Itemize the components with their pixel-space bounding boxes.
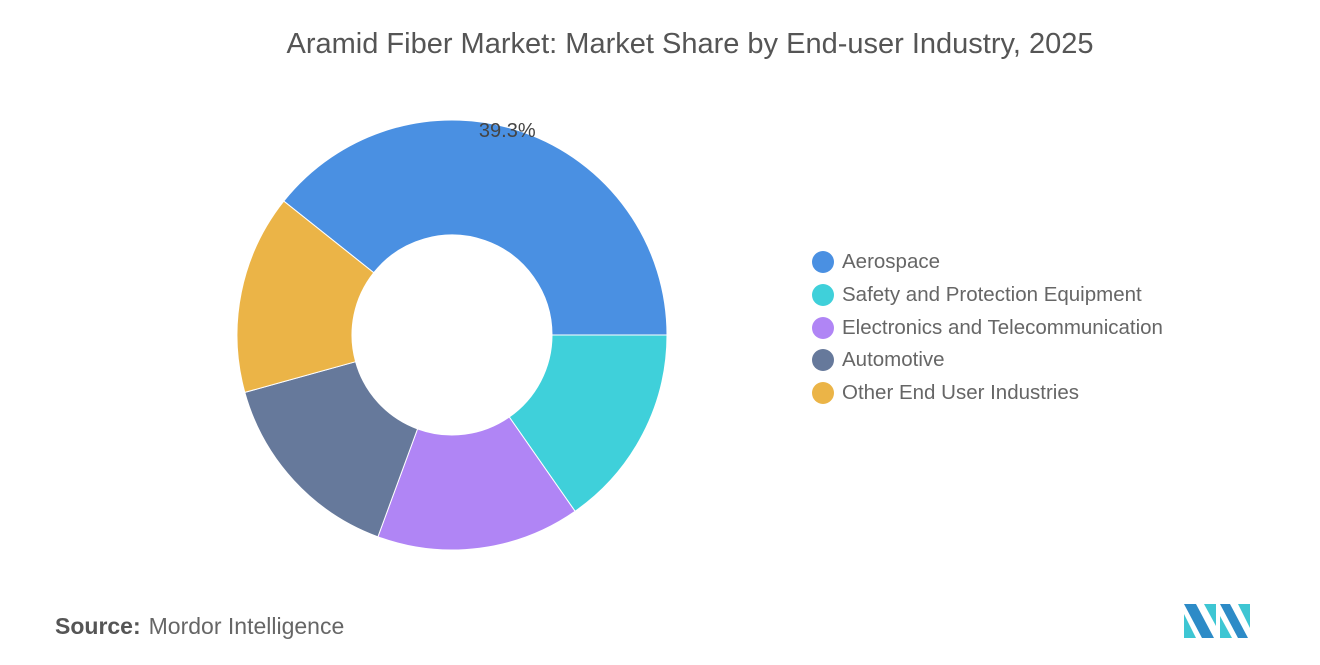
slice-automotive bbox=[244, 361, 419, 538]
legend-swatch bbox=[812, 382, 834, 405]
source-value: Mordor Intelligence bbox=[148, 613, 345, 639]
legend-swatch bbox=[812, 284, 834, 307]
slice-electronics-and-telecommunication bbox=[377, 416, 576, 551]
legend-swatch bbox=[812, 349, 834, 372]
slice-aerospace bbox=[283, 119, 668, 336]
legend-label: Electronics and Telecommunication bbox=[842, 315, 1163, 339]
legend-label: Safety and Protection Equipment bbox=[842, 283, 1142, 307]
slice-safety-and-protection-equipment bbox=[508, 334, 668, 512]
legend-item: Safety and Protection Equipment bbox=[812, 279, 1163, 312]
chart-title: Aramid Fiber Market: Market Share by End… bbox=[286, 28, 1094, 60]
legend-label: Automotive bbox=[842, 348, 945, 372]
legend-label: Other End User Industries bbox=[842, 381, 1079, 405]
legend-item: Electronics and Telecommunication bbox=[812, 311, 1163, 344]
legend-item: Other End User Industries bbox=[812, 377, 1163, 410]
data-label: 39.3% bbox=[479, 120, 536, 142]
slice-other-end-user-industries bbox=[236, 200, 375, 393]
legend-item: Automotive bbox=[812, 344, 1163, 377]
legend-item: Aerospace bbox=[812, 246, 1163, 279]
legend-swatch bbox=[812, 251, 834, 274]
source: Source: Mordor Intelligence bbox=[55, 613, 344, 640]
legend: Aerospace Safety and Protection Equipment… bbox=[812, 246, 1163, 409]
legend-label: Aerospace bbox=[842, 250, 941, 274]
source-label: Source: bbox=[55, 613, 141, 639]
legend-swatch bbox=[812, 316, 834, 339]
mordor-logo-icon bbox=[1184, 604, 1250, 638]
